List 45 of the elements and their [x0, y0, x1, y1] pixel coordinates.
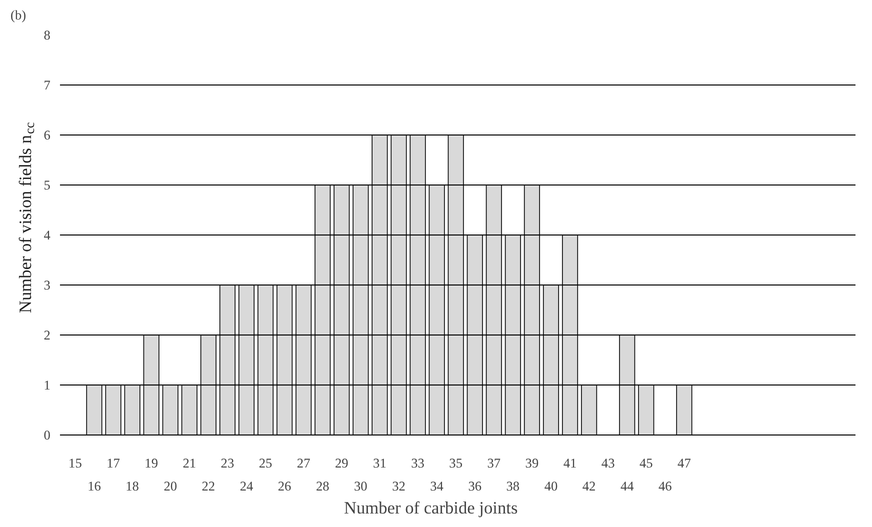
- x-tick-label: 17: [106, 456, 120, 470]
- x-tick-label: 15: [68, 456, 82, 470]
- y-tick-label: 8: [44, 28, 51, 42]
- x-tick-label: 34: [430, 478, 444, 494]
- y-tick-label: 1: [44, 378, 50, 392]
- x-tick-label: 41: [563, 456, 577, 470]
- x-tick-label: 47: [678, 456, 692, 470]
- y-tick-label: 4: [44, 228, 51, 242]
- x-tick-label: 32: [392, 478, 406, 494]
- x-tick-label: 43: [601, 456, 616, 470]
- x-tick-label: 42: [582, 478, 596, 494]
- x-tick-label: 18: [126, 478, 140, 494]
- y-tick-label: 6: [44, 128, 51, 142]
- x-tick-label: 27: [296, 456, 311, 470]
- x-tick-label: 22: [202, 478, 216, 494]
- x-tick-label: 20: [164, 478, 178, 494]
- x-tick-label: 30: [354, 478, 368, 494]
- x-tick-label: 38: [506, 478, 520, 494]
- y-tick-label: 2: [44, 328, 50, 342]
- x-tick-label: 16: [88, 478, 102, 494]
- x-tick-label: 44: [620, 478, 634, 494]
- x-tick-label: 46: [658, 478, 672, 494]
- x-tick-label: 19: [144, 456, 158, 470]
- x-tick-label: 29: [334, 456, 349, 470]
- y-tick-label: 5: [44, 178, 51, 192]
- x-tick-label: 31: [373, 456, 386, 470]
- x-tick-label: 21: [182, 456, 196, 470]
- x-tick-label: 45: [639, 456, 654, 470]
- x-tick-label: 24: [240, 478, 254, 494]
- x-tick-label: 28: [316, 478, 330, 494]
- x-tick-label: 25: [258, 456, 273, 470]
- x-tick-label: 33: [411, 456, 425, 470]
- y-tick-label: 3: [44, 278, 51, 292]
- x-tick-label: 37: [487, 456, 501, 470]
- x-tick-label: 35: [449, 456, 463, 470]
- y-tick-label: 7: [44, 78, 51, 92]
- chart-title: (b): [10, 8, 26, 22]
- y-tick-label: 0: [44, 428, 51, 442]
- x-tick-label: 26: [278, 478, 292, 494]
- y-axis-title: Number of vision fields ncc: [16, 122, 38, 314]
- x-tick-label: 36: [468, 478, 482, 494]
- x-tick-label: 23: [220, 456, 234, 470]
- x-tick-label: 39: [525, 456, 539, 470]
- x-tick-label: 40: [544, 478, 558, 494]
- x-axis-title: Number of carbide joints: [344, 498, 518, 518]
